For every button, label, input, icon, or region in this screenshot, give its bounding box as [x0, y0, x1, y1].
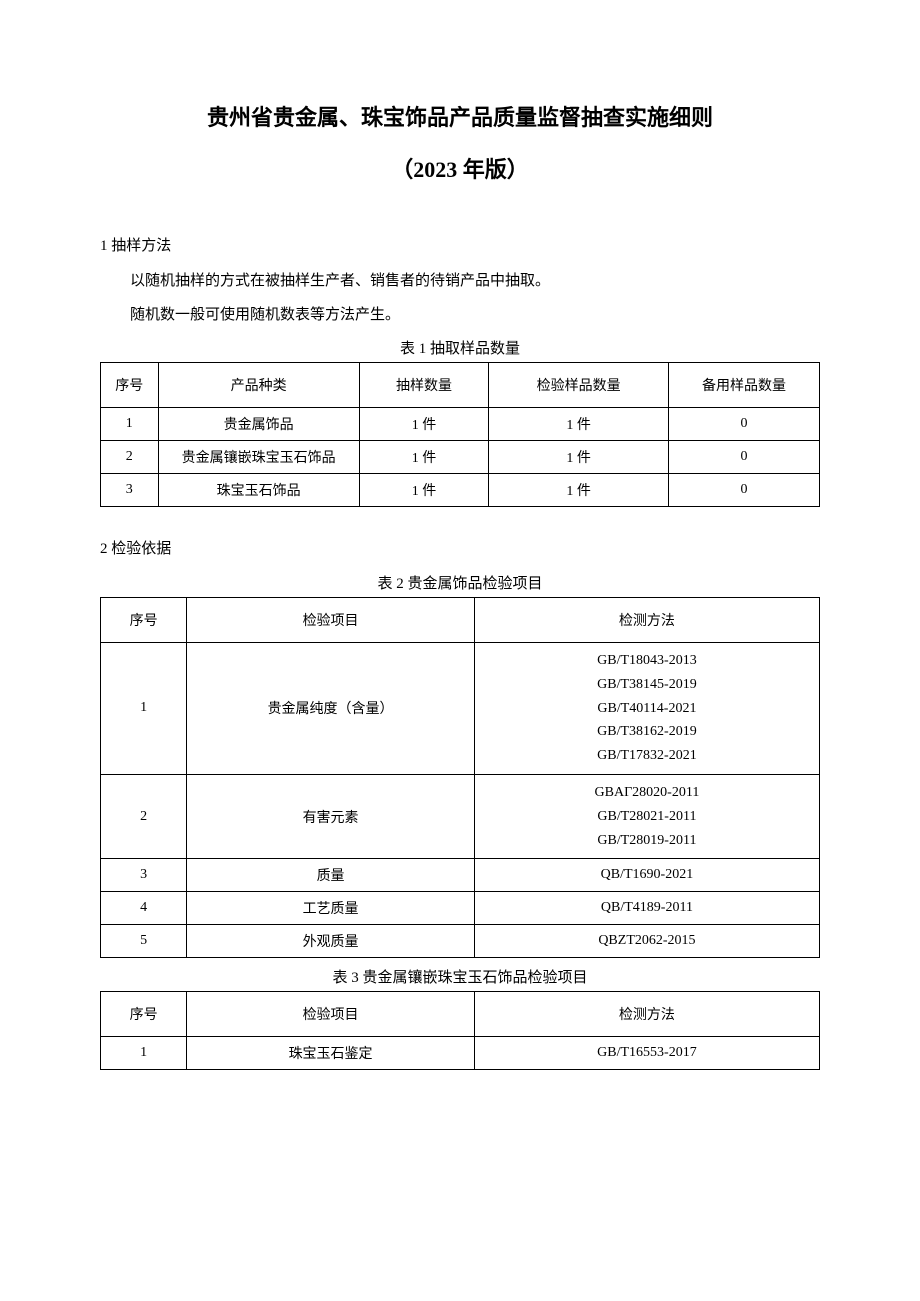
- table-cell: GBAГ28020-2011GB/T28021-2011GB/T28019-20…: [474, 774, 819, 858]
- table-cell: 1 件: [359, 441, 488, 474]
- table-cell: 2: [101, 441, 159, 474]
- table-cell: 珠宝玉石鉴定: [187, 1037, 475, 1070]
- table-cell: 1: [101, 643, 187, 775]
- table-cell: 贵金属饰品: [158, 408, 359, 441]
- table-1-header-c4: 备用样品数量: [668, 363, 819, 408]
- table-row: 5 外观质量 QBZT2062-2015: [101, 925, 820, 958]
- table-row: 2 有害元素 GBAГ28020-2011GB/T28021-2011GB/T2…: [101, 774, 820, 858]
- table-2-header-row: 序号 检验项目 检测方法: [101, 598, 820, 643]
- table-2-header-c1: 检验项目: [187, 598, 475, 643]
- table-cell: 贵金属纯度（含量）: [187, 643, 475, 775]
- section-1-para-1: 以随机抽样的方式在被抽样生产者、销售者的待销产品中抽取。: [100, 269, 820, 293]
- table-cell: GB/T18043-2013GB/T38145-2019GB/T40114-20…: [474, 643, 819, 775]
- table-row: 3 珠宝玉石饰品 1 件 1 件 0: [101, 474, 820, 507]
- table-3-header-c2: 检测方法: [474, 992, 819, 1037]
- table-cell: 4: [101, 892, 187, 925]
- table-cell: 0: [668, 474, 819, 507]
- table-cell: 1 件: [359, 408, 488, 441]
- table-3: 序号 检验项目 检测方法 1 珠宝玉石鉴定 GB/T16553-2017: [100, 991, 820, 1070]
- table-cell: 1: [101, 408, 159, 441]
- table-cell: 0: [668, 441, 819, 474]
- table-cell: 1 件: [359, 474, 488, 507]
- document-subtitle: （2023 年版）: [100, 152, 820, 184]
- table-row: 3 质量 QB/T1690-2021: [101, 859, 820, 892]
- table-cell: 工艺质量: [187, 892, 475, 925]
- table-3-header-c1: 检验项目: [187, 992, 475, 1037]
- document-title: 贵州省贵金属、珠宝饰品产品质量监督抽查实施细则: [100, 100, 820, 132]
- section-2-heading: 2 检验依据: [100, 537, 820, 558]
- table-cell: 3: [101, 859, 187, 892]
- table-row: 1 贵金属饰品 1 件 1 件 0: [101, 408, 820, 441]
- table-2-header-c0: 序号: [101, 598, 187, 643]
- table-1-header-c2: 抽样数量: [359, 363, 488, 408]
- table-3-header-row: 序号 检验项目 检测方法: [101, 992, 820, 1037]
- table-2: 序号 检验项目 检测方法 1 贵金属纯度（含量） GB/T18043-2013G…: [100, 597, 820, 958]
- table-1-header-c1: 产品种类: [158, 363, 359, 408]
- table-3-caption: 表 3 贵金属镶嵌珠宝玉石饰品检验项目: [100, 966, 820, 987]
- table-1: 序号 产品种类 抽样数量 检验样品数量 备用样品数量 1 贵金属饰品 1 件 1…: [100, 362, 820, 507]
- table-cell: 3: [101, 474, 159, 507]
- table-cell: 1 件: [489, 474, 669, 507]
- table-1-caption: 表 1 抽取样品数量: [100, 337, 820, 358]
- table-row: 4 工艺质量 QB/T4189-2011: [101, 892, 820, 925]
- table-cell: QB/T4189-2011: [474, 892, 819, 925]
- section-1-para-2: 随机数一般可使用随机数表等方法产生。: [100, 303, 820, 327]
- table-cell: 贵金属镶嵌珠宝玉石饰品: [158, 441, 359, 474]
- table-row: 1 珠宝玉石鉴定 GB/T16553-2017: [101, 1037, 820, 1070]
- table-cell: GB/T16553-2017: [474, 1037, 819, 1070]
- table-cell: 1 件: [489, 441, 669, 474]
- table-cell: 珠宝玉石饰品: [158, 474, 359, 507]
- table-2-header-c2: 检测方法: [474, 598, 819, 643]
- section-1-heading: 1 抽样方法: [100, 234, 820, 255]
- table-cell: 0: [668, 408, 819, 441]
- table-3-header-c0: 序号: [101, 992, 187, 1037]
- table-cell: QB/T1690-2021: [474, 859, 819, 892]
- table-row: 1 贵金属纯度（含量） GB/T18043-2013GB/T38145-2019…: [101, 643, 820, 775]
- table-cell: 质量: [187, 859, 475, 892]
- table-2-caption: 表 2 贵金属饰品检验项目: [100, 572, 820, 593]
- table-cell: 1 件: [489, 408, 669, 441]
- table-1-header-c3: 检验样品数量: [489, 363, 669, 408]
- table-cell: 1: [101, 1037, 187, 1070]
- table-1-header-c0: 序号: [101, 363, 159, 408]
- table-1-header-row: 序号 产品种类 抽样数量 检验样品数量 备用样品数量: [101, 363, 820, 408]
- table-cell: 2: [101, 774, 187, 858]
- table-cell: QBZT2062-2015: [474, 925, 819, 958]
- table-cell: 有害元素: [187, 774, 475, 858]
- table-cell: 5: [101, 925, 187, 958]
- table-cell: 外观质量: [187, 925, 475, 958]
- table-row: 2 贵金属镶嵌珠宝玉石饰品 1 件 1 件 0: [101, 441, 820, 474]
